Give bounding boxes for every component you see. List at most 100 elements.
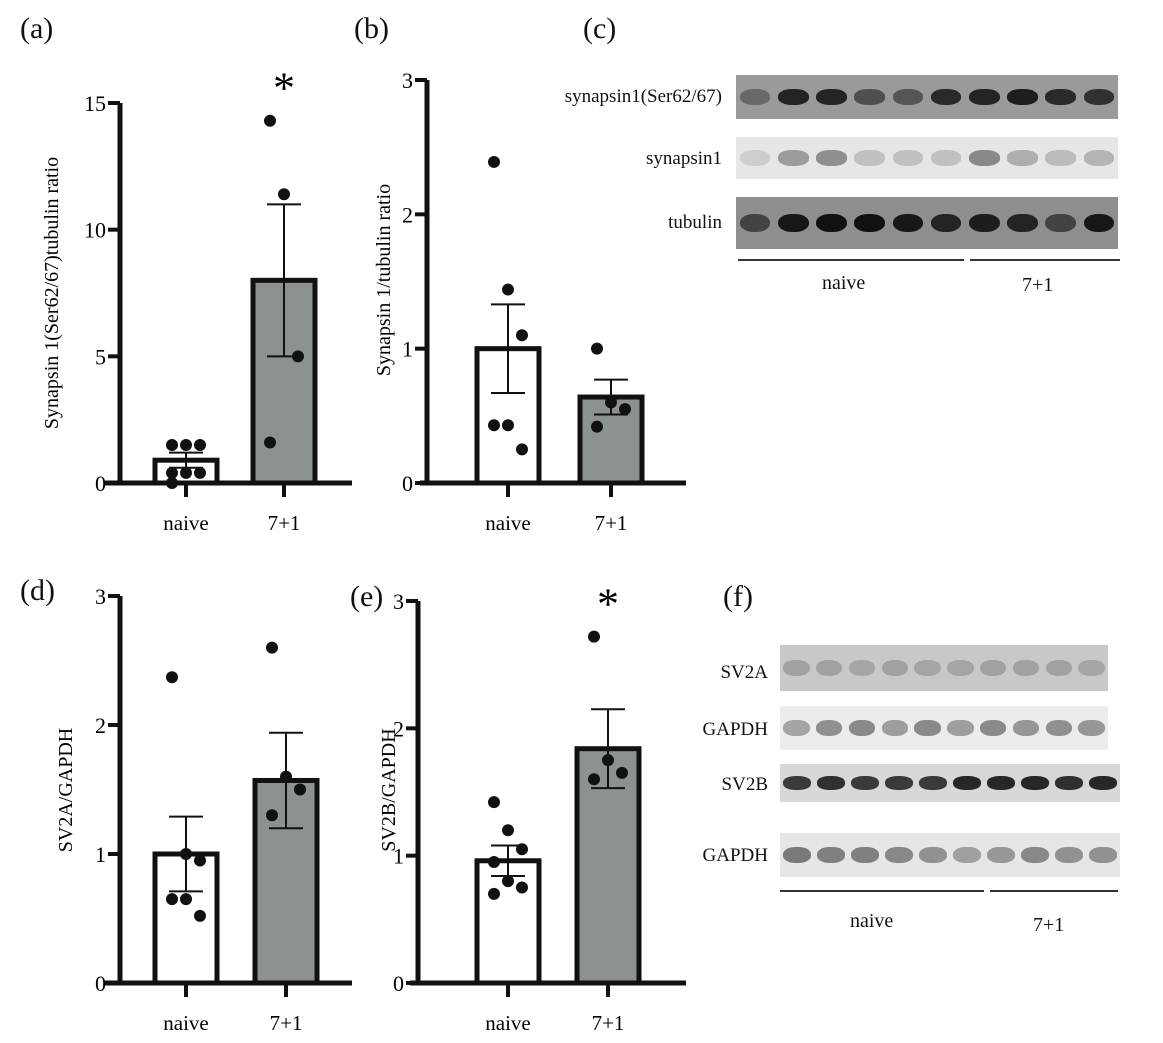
blot-band bbox=[783, 659, 810, 677]
data-point bbox=[488, 856, 500, 869]
y-tick-label: 2 bbox=[402, 202, 413, 227]
y-tick-label: 3 bbox=[402, 68, 413, 93]
blot-band bbox=[1045, 213, 1076, 233]
y-axis-label: Synapsin 1/tubulin ratio bbox=[373, 184, 395, 376]
blot-band bbox=[1089, 847, 1117, 863]
panel-label-c: (c) bbox=[583, 12, 617, 45]
panel-label-f: (f) bbox=[723, 580, 753, 613]
blot-band bbox=[1078, 659, 1105, 677]
blot-band bbox=[739, 213, 771, 233]
blot-band bbox=[953, 847, 981, 863]
data-point bbox=[516, 329, 528, 342]
data-point bbox=[616, 766, 628, 779]
data-point bbox=[180, 466, 192, 479]
blot-band bbox=[1007, 213, 1038, 233]
data-point bbox=[166, 439, 178, 451]
blot-band bbox=[892, 150, 924, 166]
x-category-label: 7+1 bbox=[270, 1011, 303, 1035]
y-tick-label: 0 bbox=[402, 471, 413, 496]
group-label-naive: naive bbox=[822, 272, 866, 294]
blot-band bbox=[848, 659, 876, 677]
y-axis-label: SV2A/GAPDH bbox=[55, 728, 77, 852]
panel-label-b: (b) bbox=[354, 12, 389, 45]
data-point bbox=[266, 809, 278, 822]
blot-band bbox=[1083, 89, 1115, 105]
blot-band bbox=[1055, 847, 1083, 863]
significance-marker: * bbox=[597, 580, 619, 629]
data-point bbox=[488, 796, 500, 809]
blot-band bbox=[969, 150, 1000, 166]
data-point bbox=[264, 436, 276, 449]
data-point bbox=[488, 419, 500, 432]
group-underline-treated bbox=[990, 890, 1118, 892]
blot-band bbox=[980, 659, 1007, 677]
data-point bbox=[264, 114, 276, 127]
data-point bbox=[166, 893, 178, 906]
blot-band bbox=[953, 776, 981, 790]
blot-band bbox=[930, 150, 962, 166]
data-point bbox=[591, 342, 603, 355]
blot-band bbox=[851, 847, 879, 863]
data-point bbox=[194, 439, 206, 451]
blot-strip bbox=[736, 137, 1118, 179]
blot-band bbox=[817, 847, 845, 863]
data-point bbox=[602, 754, 614, 767]
blot-band bbox=[739, 89, 771, 105]
y-tick-label: 15 bbox=[84, 91, 106, 116]
data-point bbox=[502, 419, 514, 432]
blot-band bbox=[783, 776, 811, 790]
blot-band bbox=[1012, 720, 1040, 736]
data-point bbox=[294, 783, 306, 796]
blot-band bbox=[980, 720, 1007, 736]
x-category-label: naive bbox=[485, 1011, 530, 1035]
blot-strip bbox=[736, 75, 1118, 119]
blot-band bbox=[930, 213, 962, 233]
blot-strip bbox=[736, 197, 1118, 249]
blot-band bbox=[739, 150, 771, 166]
blot-band bbox=[914, 659, 941, 677]
data-point bbox=[502, 824, 514, 837]
y-tick-label: 1 bbox=[95, 842, 106, 867]
blot-band bbox=[947, 659, 974, 677]
blot-band bbox=[1045, 150, 1076, 166]
blot-band bbox=[816, 720, 843, 736]
panel-label-d: (d) bbox=[20, 574, 55, 607]
y-tick-label: 1 bbox=[393, 844, 404, 869]
blot-band bbox=[854, 150, 885, 166]
y-tick-label: 3 bbox=[393, 589, 404, 614]
blot-row-label: SV2A bbox=[720, 662, 768, 683]
blot-strip bbox=[780, 764, 1120, 802]
data-point bbox=[180, 893, 192, 906]
data-point bbox=[502, 283, 514, 296]
panel-label-e: (e) bbox=[350, 580, 384, 613]
data-point bbox=[278, 188, 290, 201]
group-label-naive: naive bbox=[850, 910, 894, 932]
blot-band bbox=[1021, 776, 1049, 790]
blot-strip bbox=[780, 645, 1108, 691]
blot-band bbox=[1078, 720, 1105, 736]
group-underline-naive bbox=[738, 259, 964, 261]
data-point bbox=[591, 420, 603, 433]
data-point bbox=[280, 770, 292, 783]
blot-band bbox=[892, 89, 924, 105]
x-category-label: naive bbox=[485, 511, 530, 535]
data-point bbox=[194, 854, 206, 867]
blot-band bbox=[969, 89, 1000, 105]
blot-band bbox=[851, 776, 879, 790]
data-point bbox=[619, 403, 631, 416]
blot-band bbox=[1007, 89, 1038, 105]
blot-band bbox=[885, 776, 913, 790]
data-point bbox=[502, 875, 514, 888]
y-tick-label: 10 bbox=[84, 218, 106, 243]
y-tick-label: 0 bbox=[393, 971, 404, 996]
blot-band bbox=[1007, 150, 1038, 166]
y-tick-label: 2 bbox=[95, 713, 106, 738]
blot-band bbox=[987, 847, 1015, 863]
y-tick-label: 0 bbox=[95, 971, 106, 996]
y-axis-label: SV2B/GAPDH bbox=[378, 728, 400, 851]
x-category-label: 7+1 bbox=[268, 511, 301, 535]
x-category-label: 7+1 bbox=[595, 511, 628, 535]
blot-band bbox=[885, 847, 913, 863]
group-underline-naive bbox=[780, 890, 984, 892]
